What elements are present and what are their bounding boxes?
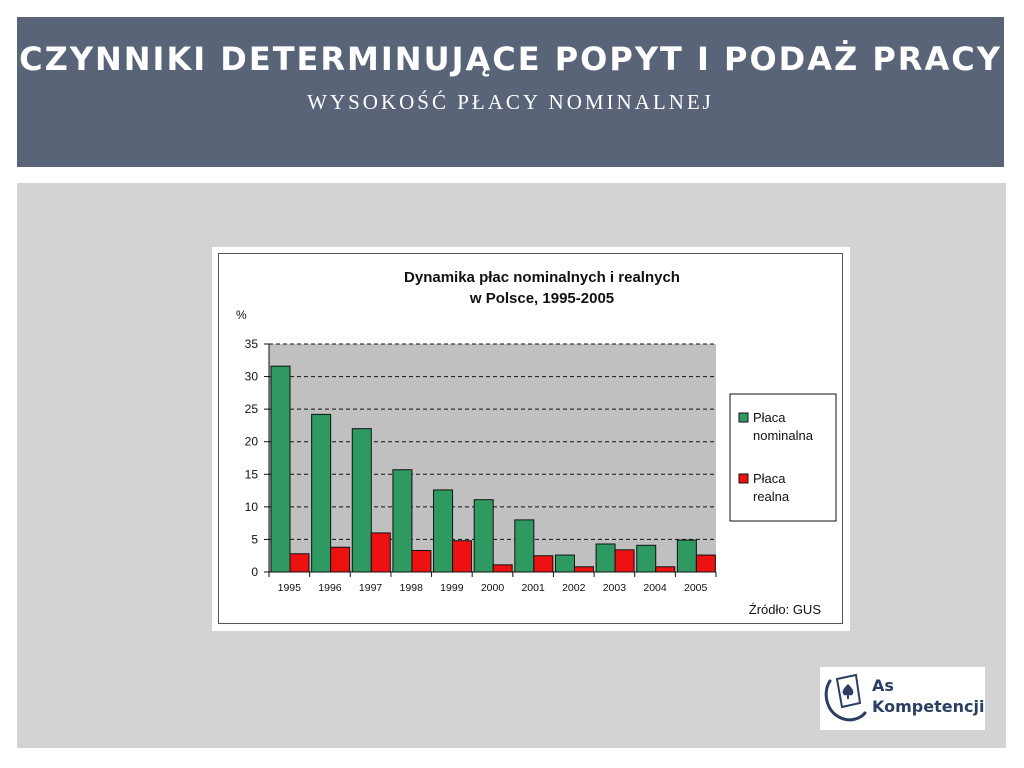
- legend-swatch-real: [738, 473, 749, 484]
- chart-image: Dynamika płac nominalnych i realnych w P…: [212, 247, 850, 631]
- x-tick-label: 1996: [318, 582, 342, 594]
- bar-nominal: [636, 544, 657, 573]
- gridlines: [269, 343, 716, 540]
- bar-chart: Dynamika płac nominalnych i realnych w P…: [218, 253, 843, 624]
- bar-real: [695, 554, 716, 573]
- y-tick-label: 15: [245, 467, 259, 481]
- x-tick-label: 1995: [278, 582, 302, 594]
- y-axis-ticks: 0 5 10 15 20 25 30 35: [245, 337, 269, 579]
- bar-real: [289, 553, 310, 573]
- y-tick-label: 20: [245, 435, 259, 449]
- bar-nominal: [514, 519, 535, 573]
- spade-card-icon: [824, 673, 867, 722]
- bar-nominal: [351, 428, 372, 573]
- legend-label-nominal-line-2: nominalna: [753, 428, 814, 443]
- y-tick-label: 5: [251, 532, 258, 546]
- chart-title-line-2: w Polsce, 1995-2005: [469, 290, 614, 307]
- slide-header: Czynniki determinujące popyt i podaż pra…: [17, 17, 1004, 167]
- bars: [270, 365, 716, 573]
- bar-nominal: [595, 543, 616, 573]
- legend-label-real-line-1: Płaca: [753, 471, 786, 486]
- bar-real: [330, 546, 351, 573]
- bar-nominal: [270, 365, 291, 573]
- logo-line-2: Kompetencji: [872, 697, 985, 716]
- y-tick-label: 0: [251, 565, 258, 579]
- x-tick-label: 1999: [440, 582, 464, 594]
- bar-real: [370, 532, 391, 573]
- bar-nominal: [392, 469, 413, 573]
- x-tick-label: 2004: [643, 582, 667, 594]
- slide-title: Czynniki determinujące popyt i podaż pra…: [19, 40, 1002, 78]
- bar-nominal: [433, 489, 454, 573]
- legend-label-nominal-line-1: Płaca: [753, 410, 786, 425]
- bar-real: [452, 540, 473, 573]
- bar-real: [411, 550, 432, 573]
- x-tick-label: 2000: [481, 582, 505, 594]
- x-tick-label: 2001: [521, 582, 545, 594]
- bar-real: [614, 549, 635, 573]
- logo-wordmark: As Kompetencji: [872, 675, 984, 717]
- x-tick-label: 2003: [603, 582, 627, 594]
- legend-swatch-nominal: [738, 412, 749, 423]
- logo-line-1: As: [872, 676, 894, 695]
- bar-nominal: [473, 499, 494, 573]
- x-tick-label: 2005: [684, 582, 708, 594]
- bar-real: [655, 566, 676, 573]
- as-kompetencji-logo: As Kompetencji: [820, 667, 985, 730]
- chart-source-note: Źródło: GUS: [749, 602, 822, 617]
- legend: Płaca nominalna Płaca realna: [729, 393, 837, 522]
- y-tick-label: 10: [245, 500, 259, 514]
- bar-nominal: [676, 539, 697, 573]
- bar-real: [533, 555, 554, 573]
- chart-title-line-1: Dynamika płac nominalnych i realnych: [404, 269, 680, 286]
- x-tick-label: 1997: [359, 582, 383, 594]
- y-tick-label: 25: [245, 402, 259, 416]
- y-axis-label: %: [236, 308, 247, 322]
- bar-nominal: [311, 413, 332, 573]
- y-tick-label: 35: [245, 337, 259, 351]
- bar-real: [492, 564, 513, 573]
- slide-subtitle: Wysokość płacy nominalnej: [307, 90, 714, 114]
- x-axis-ticks: 1995 1996 1997 1998 1999 2000 2001 2002 2003 2004…: [268, 572, 717, 594]
- x-tick-label: 1998: [400, 582, 424, 594]
- y-tick-label: 30: [245, 370, 259, 384]
- legend-label-real-line-2: realna: [753, 489, 790, 504]
- x-tick-label: 2002: [562, 582, 586, 594]
- bar-nominal: [554, 554, 575, 573]
- bar-real: [573, 566, 594, 573]
